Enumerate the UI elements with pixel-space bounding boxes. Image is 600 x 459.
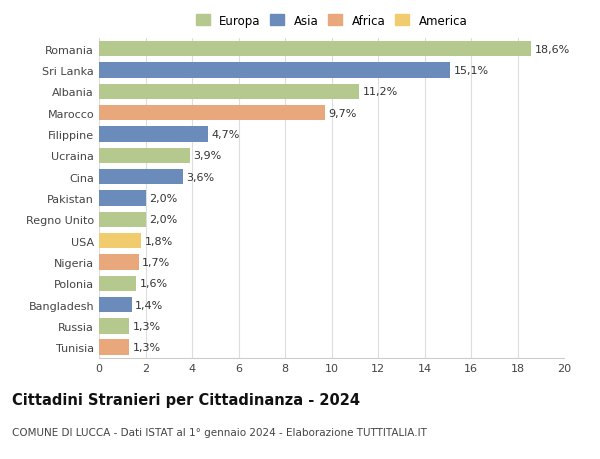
Bar <box>99 233 141 249</box>
Text: 1,7%: 1,7% <box>142 257 170 267</box>
Bar <box>99 106 325 121</box>
Bar <box>99 319 129 334</box>
Bar <box>99 148 190 164</box>
Text: 11,2%: 11,2% <box>363 87 398 97</box>
Text: 4,7%: 4,7% <box>212 130 240 140</box>
Bar <box>99 212 146 228</box>
Text: 1,3%: 1,3% <box>133 321 161 331</box>
Bar <box>99 127 208 142</box>
Legend: Europa, Asia, Africa, America: Europa, Asia, Africa, America <box>193 12 470 30</box>
Text: 9,7%: 9,7% <box>328 108 356 118</box>
Bar <box>99 191 146 206</box>
Text: 1,3%: 1,3% <box>133 342 161 353</box>
Bar <box>99 42 532 57</box>
Text: 2,0%: 2,0% <box>149 215 177 225</box>
Text: 3,9%: 3,9% <box>193 151 221 161</box>
Bar <box>99 340 129 355</box>
Bar <box>99 255 139 270</box>
Text: 15,1%: 15,1% <box>454 66 488 76</box>
Text: 1,6%: 1,6% <box>140 279 168 289</box>
Text: 18,6%: 18,6% <box>535 45 570 55</box>
Text: 1,4%: 1,4% <box>135 300 163 310</box>
Text: 2,0%: 2,0% <box>149 194 177 203</box>
Bar <box>99 169 182 185</box>
Text: 3,6%: 3,6% <box>186 172 214 182</box>
Bar <box>99 276 136 291</box>
Text: Cittadini Stranieri per Cittadinanza - 2024: Cittadini Stranieri per Cittadinanza - 2… <box>12 392 360 408</box>
Bar <box>99 63 450 78</box>
Text: 1,8%: 1,8% <box>145 236 173 246</box>
Text: COMUNE DI LUCCA - Dati ISTAT al 1° gennaio 2024 - Elaborazione TUTTITALIA.IT: COMUNE DI LUCCA - Dati ISTAT al 1° genna… <box>12 427 427 437</box>
Bar <box>99 84 359 100</box>
Bar <box>99 297 131 313</box>
